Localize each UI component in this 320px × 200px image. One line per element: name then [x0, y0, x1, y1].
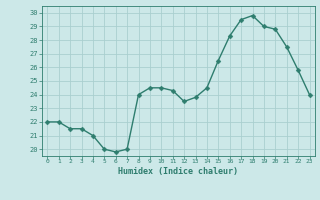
X-axis label: Humidex (Indice chaleur): Humidex (Indice chaleur) [118, 167, 238, 176]
